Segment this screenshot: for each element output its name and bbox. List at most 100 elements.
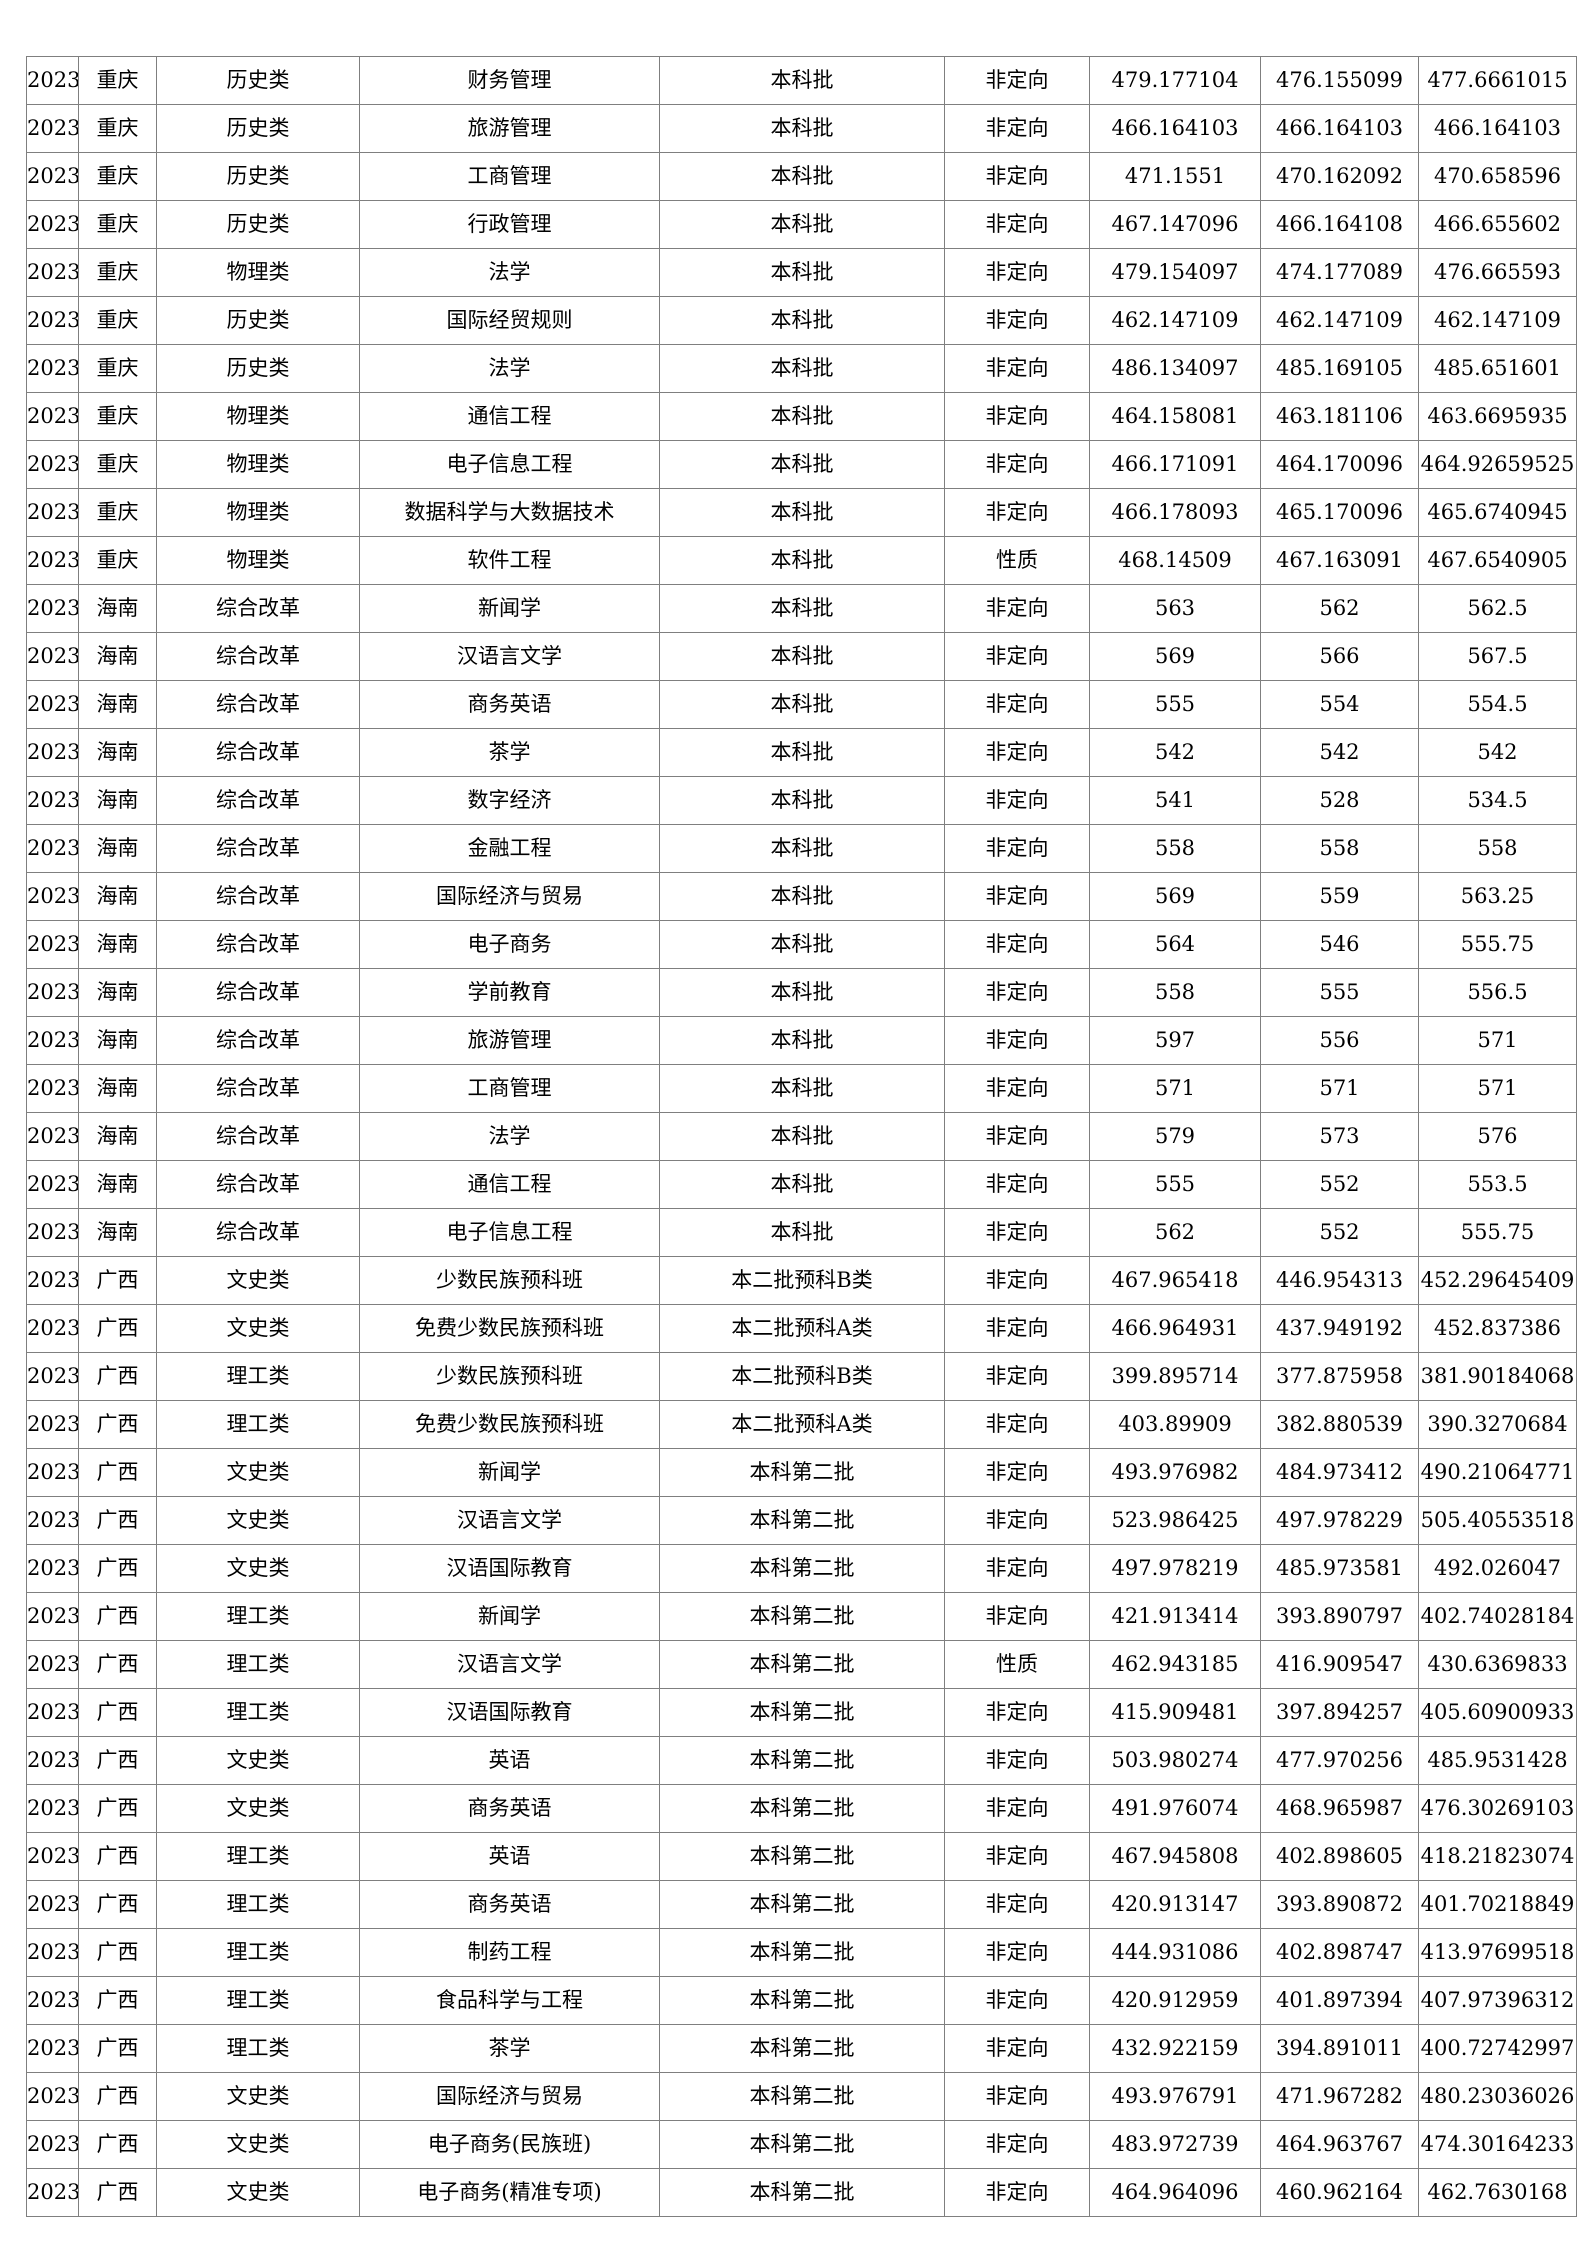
cell-subject-category: 历史类 (156, 104, 360, 153)
cell-batch: 本科批 (659, 680, 945, 729)
cell-province: 海南 (78, 632, 157, 681)
table-row: 2023 海南 综合改革 茶学 本科批 非定向 542 542 542 (26, 728, 1577, 777)
cell-major: 电子商务(精准专项) (359, 2168, 660, 2217)
cell-subject-category: 综合改革 (156, 1208, 360, 1257)
cell-province: 广西 (78, 1592, 157, 1641)
cell-subject-category: 综合改革 (156, 1064, 360, 1113)
cell-max-score: 467.965418 (1089, 1256, 1261, 1305)
cell-year: 2023 (26, 1784, 79, 1833)
cell-major: 法学 (359, 344, 660, 393)
cell-avg-score: 465.6740945 (1418, 488, 1577, 537)
cell-direction: 非定向 (944, 1496, 1090, 1545)
cell-direction: 非定向 (944, 152, 1090, 201)
table-row: 2023 广西 文史类 汉语国际教育 本科第二批 非定向 497.978219 485.973… (26, 1544, 1577, 1593)
cell-max-score: 466.964931 (1089, 1304, 1261, 1353)
cell-direction: 非定向 (944, 1016, 1090, 1065)
cell-subject-category: 综合改革 (156, 728, 360, 777)
cell-direction: 非定向 (944, 2120, 1090, 2169)
cell-min-score: 484.973412 (1260, 1448, 1419, 1497)
cell-subject-category: 文史类 (156, 2120, 360, 2169)
cell-max-score: 555 (1089, 1160, 1261, 1209)
cell-max-score: 497.978219 (1089, 1544, 1261, 1593)
cell-batch: 本科第二批 (659, 1976, 945, 2025)
cell-subject-category: 综合改革 (156, 968, 360, 1017)
cell-province: 海南 (78, 776, 157, 825)
cell-avg-score: 567.5 (1418, 632, 1577, 681)
cell-major: 软件工程 (359, 536, 660, 585)
cell-min-score: 528 (1260, 776, 1419, 825)
cell-direction: 非定向 (944, 920, 1090, 969)
table-row: 2023 海南 综合改革 电子商务 本科批 非定向 564 546 555.75 (26, 920, 1577, 969)
cell-max-score: 558 (1089, 968, 1261, 1017)
cell-major: 食品科学与工程 (359, 1976, 660, 2025)
cell-major: 商务英语 (359, 680, 660, 729)
cell-batch: 本科批 (659, 1160, 945, 1209)
cell-min-score: 573 (1260, 1112, 1419, 1161)
cell-year: 2023 (26, 968, 79, 1017)
cell-province: 重庆 (78, 488, 157, 537)
cell-max-score: 420.912959 (1089, 1976, 1261, 2025)
cell-subject-category: 文史类 (156, 2072, 360, 2121)
cell-subject-category: 理工类 (156, 1640, 360, 1689)
cell-direction: 非定向 (944, 1592, 1090, 1641)
table-row: 2023 海南 综合改革 汉语言文学 本科批 非定向 569 566 567.5 (26, 632, 1577, 681)
cell-max-score: 462.943185 (1089, 1640, 1261, 1689)
cell-province: 海南 (78, 584, 157, 633)
cell-avg-score: 467.6540905 (1418, 536, 1577, 585)
cell-direction: 非定向 (944, 824, 1090, 873)
cell-max-score: 403.89909 (1089, 1400, 1261, 1449)
table-body: 2023 重庆 历史类 财务管理 本科批 非定向 479.177104 476.155099 4… (26, 56, 1577, 2217)
cell-province: 广西 (78, 1544, 157, 1593)
cell-max-score: 420.913147 (1089, 1880, 1261, 1929)
cell-province: 重庆 (78, 200, 157, 249)
cell-province: 海南 (78, 1112, 157, 1161)
cell-direction: 性质 (944, 1640, 1090, 1689)
cell-max-score: 483.972739 (1089, 2120, 1261, 2169)
cell-province: 重庆 (78, 536, 157, 585)
cell-year: 2023 (26, 680, 79, 729)
cell-major: 法学 (359, 1112, 660, 1161)
cell-max-score: 399.895714 (1089, 1352, 1261, 1401)
cell-subject-category: 文史类 (156, 1304, 360, 1353)
cell-direction: 非定向 (944, 1400, 1090, 1449)
cell-batch: 本科批 (659, 968, 945, 1017)
cell-min-score: 558 (1260, 824, 1419, 873)
cell-major: 数字经济 (359, 776, 660, 825)
cell-min-score: 393.890872 (1260, 1880, 1419, 1929)
cell-batch: 本科批 (659, 440, 945, 489)
cell-min-score: 559 (1260, 872, 1419, 921)
cell-direction: 非定向 (944, 1160, 1090, 1209)
cell-max-score: 523.986425 (1089, 1496, 1261, 1545)
cell-batch: 本科第二批 (659, 1640, 945, 1689)
cell-province: 海南 (78, 824, 157, 873)
cell-min-score: 467.163091 (1260, 536, 1419, 585)
cell-min-score: 554 (1260, 680, 1419, 729)
cell-max-score: 444.931086 (1089, 1928, 1261, 1977)
cell-batch: 本科批 (659, 584, 945, 633)
cell-subject-category: 理工类 (156, 1832, 360, 1881)
cell-avg-score: 571 (1418, 1064, 1577, 1113)
table-row: 2023 广西 理工类 英语 本科第二批 非定向 467.945808 402.898605 4… (26, 1832, 1577, 1881)
cell-avg-score: 390.3270684 (1418, 1400, 1577, 1449)
cell-avg-score: 476.665593 (1418, 248, 1577, 297)
cell-major: 茶学 (359, 2024, 660, 2073)
cell-avg-score: 462.7630168 (1418, 2168, 1577, 2217)
cell-avg-score: 563.25 (1418, 872, 1577, 921)
cell-avg-score: 466.655602 (1418, 200, 1577, 249)
cell-major: 工商管理 (359, 1064, 660, 1113)
cell-avg-score: 466.164103 (1418, 104, 1577, 153)
cell-max-score: 597 (1089, 1016, 1261, 1065)
cell-subject-category: 理工类 (156, 1400, 360, 1449)
cell-batch: 本科第二批 (659, 1448, 945, 1497)
cell-batch: 本科批 (659, 1112, 945, 1161)
cell-subject-category: 理工类 (156, 1928, 360, 1977)
cell-province: 广西 (78, 2120, 157, 2169)
cell-direction: 非定向 (944, 872, 1090, 921)
cell-direction: 非定向 (944, 392, 1090, 441)
cell-min-score: 474.177089 (1260, 248, 1419, 297)
cell-batch: 本科批 (659, 392, 945, 441)
cell-batch: 本科批 (659, 248, 945, 297)
table-row: 2023 广西 理工类 汉语国际教育 本科第二批 非定向 415.909481 397.894… (26, 1688, 1577, 1737)
cell-batch: 本科第二批 (659, 2120, 945, 2169)
